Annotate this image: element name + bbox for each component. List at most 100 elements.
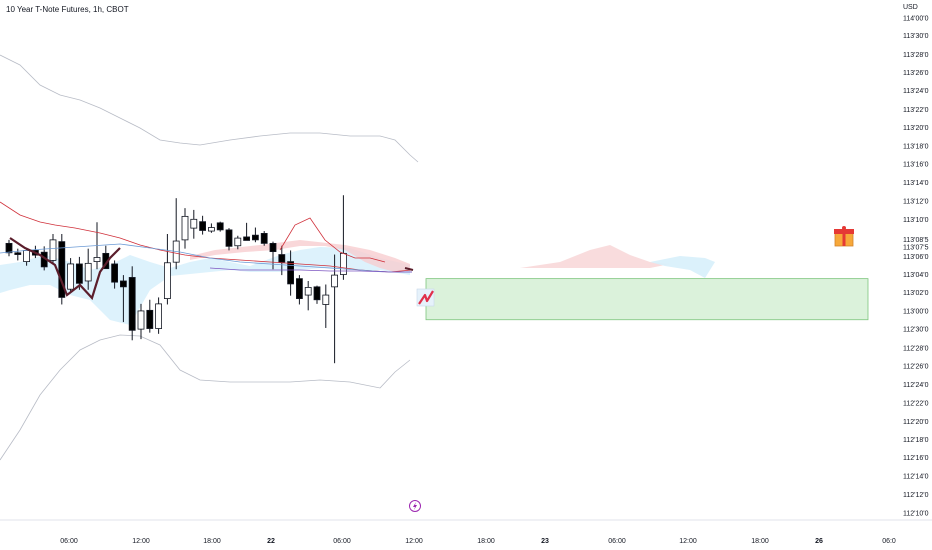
gift-bow bbox=[842, 226, 846, 230]
y-tick-label: 113'06'0 bbox=[903, 254, 929, 261]
y-tick-label: 112'22'0 bbox=[903, 401, 929, 408]
y-tick-label: 112'30'0 bbox=[903, 327, 929, 334]
candle bbox=[84, 248, 92, 290]
y-tick-label: 114'00'0 bbox=[903, 15, 929, 22]
x-tick-label: 12:00 bbox=[132, 538, 150, 545]
upper-band-line bbox=[0, 54, 419, 163]
candle-body bbox=[93, 257, 101, 262]
y-tick-label: 113'22'0 bbox=[903, 107, 929, 114]
x-tick-label: 06:00 bbox=[333, 538, 351, 545]
x-tick-label: 26 bbox=[815, 538, 823, 545]
candle-body bbox=[278, 254, 286, 263]
candle bbox=[163, 233, 171, 305]
candle-body bbox=[111, 263, 118, 283]
candle-body bbox=[5, 242, 13, 254]
y-tick-label: 113'24'0 bbox=[903, 88, 929, 95]
candle bbox=[155, 297, 163, 334]
y-tick-label: 113'08'5 bbox=[903, 237, 929, 244]
lightning-icon bbox=[409, 500, 421, 512]
candle-body bbox=[260, 233, 268, 244]
indicator-lines bbox=[0, 201, 414, 301]
candle bbox=[207, 223, 215, 233]
candle-body bbox=[14, 252, 22, 255]
purple-ma-line bbox=[209, 267, 412, 273]
candle bbox=[243, 222, 251, 241]
y-axis: 114'00'0 113'30'0 113'28'0 113'26'0 113'24'0… bbox=[903, 15, 929, 517]
candle-body bbox=[155, 303, 163, 329]
candle bbox=[304, 280, 312, 311]
y-tick-label: 113'10'0 bbox=[903, 217, 929, 224]
x-tick-label: 06:00 bbox=[608, 538, 626, 545]
candle-body bbox=[181, 215, 189, 241]
candle bbox=[128, 266, 136, 341]
candle bbox=[172, 198, 180, 270]
y-tick-label: 112'26'0 bbox=[903, 364, 929, 371]
blue-ma-line bbox=[0, 243, 412, 273]
candle-body bbox=[251, 234, 259, 241]
y-tick-label: 113'12'0 bbox=[903, 199, 929, 206]
candle-body bbox=[287, 261, 295, 285]
x-tick-label: 12:00 bbox=[679, 538, 697, 545]
price-drawing-icon bbox=[416, 288, 435, 307]
x-tick-label: 06:00 bbox=[60, 538, 78, 545]
y-tick-label: 113'16'0 bbox=[903, 162, 929, 169]
chart-title: 10 Year T-Note Futures, 1h, CBOT bbox=[6, 5, 129, 14]
y-tick-label: 113'00'0 bbox=[903, 308, 929, 315]
x-tick-label: 18:00 bbox=[751, 538, 769, 545]
thick-trend-tail bbox=[404, 267, 414, 271]
candle bbox=[216, 221, 224, 232]
x-axis: 06:00 12:00 18:00 22 06:00 12:00 18:00 23 06:00 1… bbox=[60, 538, 896, 545]
candle-body bbox=[67, 263, 74, 290]
candle bbox=[269, 241, 277, 270]
y-tick-label: 113'18'0 bbox=[903, 143, 929, 150]
candle-body bbox=[120, 280, 127, 288]
candle bbox=[295, 275, 303, 305]
y-tick-label: 112'24'0 bbox=[903, 382, 929, 389]
x-tick-label: 18:00 bbox=[203, 538, 221, 545]
y-tick-label: 112'28'0 bbox=[903, 345, 929, 352]
y-tick-label: 113'14'0 bbox=[903, 180, 929, 187]
candle-body bbox=[199, 221, 207, 231]
target-zone bbox=[425, 278, 869, 321]
candle bbox=[67, 258, 74, 293]
y-tick-label: 112'20'0 bbox=[903, 419, 929, 426]
candle-body bbox=[146, 309, 154, 329]
candle-body bbox=[58, 241, 66, 298]
candle-body bbox=[137, 310, 145, 330]
price-target-zone bbox=[425, 278, 869, 321]
candle bbox=[14, 248, 22, 261]
candle bbox=[322, 284, 330, 328]
overlay-icons bbox=[409, 226, 854, 512]
candle-body bbox=[128, 277, 136, 331]
candle bbox=[137, 303, 145, 340]
candles bbox=[5, 195, 347, 364]
y-tick-label: 112'12'0 bbox=[903, 492, 929, 499]
candle bbox=[313, 285, 321, 304]
candle-body bbox=[304, 287, 312, 296]
candle bbox=[58, 233, 66, 305]
x-tick-label: 06:0 bbox=[882, 538, 896, 545]
y-tick-label: 113'30'0 bbox=[903, 33, 929, 40]
y-tick-label: 112'14'0 bbox=[903, 473, 929, 480]
y-tick-label: 113'04'0 bbox=[903, 272, 929, 279]
future-cloud-blue bbox=[650, 256, 715, 278]
candle bbox=[251, 227, 259, 243]
candle-body bbox=[207, 227, 215, 232]
candle bbox=[146, 299, 154, 333]
y-tick-label: 112'18'0 bbox=[903, 437, 929, 444]
candle-body bbox=[234, 237, 242, 247]
candle-body bbox=[243, 236, 251, 241]
candle-body bbox=[190, 218, 198, 229]
candle-body bbox=[23, 250, 31, 262]
conversion-line bbox=[279, 217, 386, 263]
y-tick-label: 113'07'5 bbox=[903, 244, 929, 251]
y-tick-label: 113'26'0 bbox=[903, 70, 929, 77]
candle-body bbox=[269, 242, 277, 253]
candle-body bbox=[84, 262, 92, 282]
lightning-bolt bbox=[413, 502, 417, 510]
y-tick-label: 113'20'0 bbox=[903, 125, 929, 132]
red-ma-line bbox=[0, 201, 413, 273]
candle bbox=[331, 254, 339, 364]
x-tick-label: 23 bbox=[541, 538, 549, 545]
